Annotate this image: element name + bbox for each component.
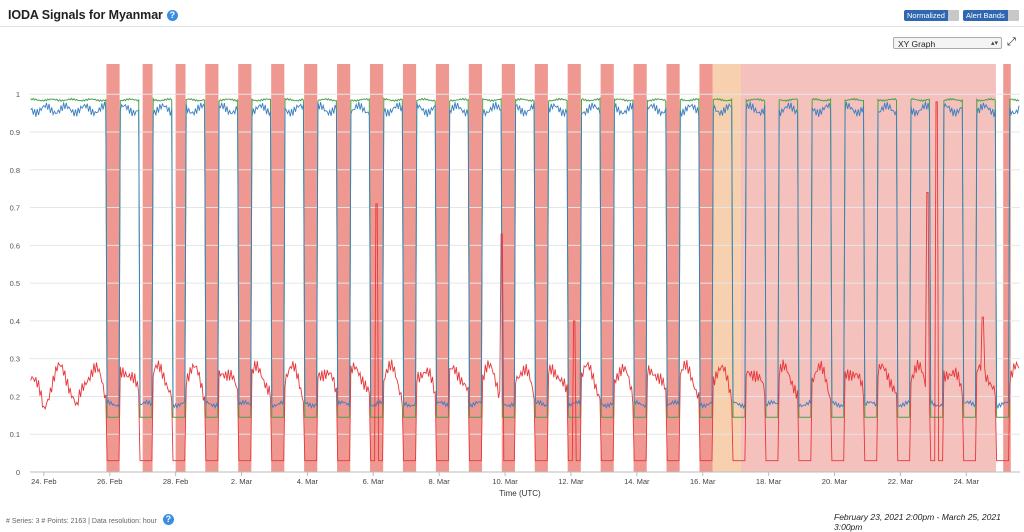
fullscreen-icon[interactable]: ⤢ [1007, 36, 1016, 48]
alert-band-0 [106, 64, 120, 472]
y-tick-label-9: 0.9 [10, 128, 20, 137]
x-tick-label-3: 2. Mar [231, 477, 253, 486]
series-line-darknet [30, 101, 1020, 462]
x-tick-label-1: 26. Feb [97, 477, 122, 486]
y-axis-labels: 0 0.1 0.2 0.3 0.4 0.5 0.6 0.7 0.8 0.9 1 [10, 90, 20, 477]
alert-band-15 [600, 64, 614, 472]
alert-band-3 [205, 64, 219, 472]
alert-band-12 [501, 64, 515, 472]
y-tick-label-8: 0.8 [10, 166, 20, 175]
alert-band-10 [435, 64, 450, 472]
chart-area: 0 0.1 0.2 0.3 0.4 0.5 0.6 0.7 0.8 0.9 1 24. Feb 26.… [10, 64, 1020, 498]
points-count: # Points: 2163 [41, 518, 87, 525]
alert-band-20 [1003, 64, 1011, 472]
x-tick-label-6: 8. Mar [429, 477, 451, 486]
x-tick-label-5: 6. Mar [363, 477, 385, 486]
help-icon[interactable]: ? [166, 10, 178, 21]
grid-lines [30, 93, 1020, 473]
x-tick-label-13: 22. Mar [888, 477, 914, 486]
series-line-bgp [30, 97, 1020, 418]
alert-band-13 [534, 64, 548, 472]
x-tick-label-8: 12. Mar [558, 477, 584, 486]
y-tick-label-4: 0.4 [10, 317, 20, 326]
select-arrows-icon: ▴▾ [990, 40, 998, 47]
normalized-toggle[interactable]: Normalized [904, 10, 959, 21]
y-tick-label-5: 0.5 [10, 279, 20, 288]
alert-band-7 [337, 64, 351, 472]
x-tick-label-2: 28. Feb [163, 477, 188, 486]
y-tick-label-0: 0 [16, 468, 20, 477]
series-count: # Series: 3 [6, 518, 40, 525]
alert-band-18 [699, 64, 713, 472]
alert-band-17 [666, 64, 680, 472]
x-axis-title: Time (UTC) [499, 489, 541, 498]
alert-band-1 [142, 64, 153, 472]
x-tick-label-7: 10. Mar [492, 477, 518, 486]
x-tick-label-4: 4. Mar [297, 477, 319, 486]
x-tick-label-10: 16. Mar [690, 477, 716, 486]
x-tick-label-9: 14. Mar [624, 477, 650, 486]
time-range: February 23, 2021 2:00pm - March 25, 202… [834, 512, 1001, 532]
header-bar: IODA Signals for Myanmar? Normalized Ale… [0, 0, 1024, 27]
graph-type-value: XY Graph [898, 39, 936, 49]
alert-band-orange-0 [712, 64, 741, 472]
y-tick-label-2: 0.2 [10, 392, 20, 401]
y-tick-label-7: 0.7 [10, 204, 20, 213]
x-axis-labels: 24. Feb 26. Feb 28. Feb 2. Mar 4. Mar 6. Mar 8… [31, 472, 980, 486]
alert-bands-toggle[interactable]: Alert Bands [963, 10, 1019, 21]
series-lines [30, 97, 1020, 462]
alert-band-14 [567, 64, 581, 472]
alert-band-5 [271, 64, 285, 472]
x-tick-label-12: 20. Mar [822, 477, 848, 486]
y-tick-label-10: 1 [16, 90, 20, 99]
alert-band-6 [304, 64, 318, 472]
series-line-active-probing [30, 101, 1020, 410]
alert-band-9 [402, 64, 417, 472]
footer-stats: # Series: 3 # Points: 2163 | Data resolu… [6, 514, 174, 525]
alert-band-2 [175, 64, 186, 472]
y-tick-label-6: 0.6 [10, 241, 20, 250]
alert-band-16 [633, 64, 647, 472]
alert-band-4 [238, 64, 252, 472]
x-tick-label-11: 18. Mar [756, 477, 782, 486]
x-tick-label-14: 24. Mar [954, 477, 980, 486]
graph-type-select[interactable]: XY Graph ▴▾ [893, 37, 1002, 49]
data-resolution: | Data resolution: hour [88, 518, 157, 525]
alert-bands [106, 64, 1011, 472]
alert-band-11 [468, 64, 483, 472]
page-title: IODA Signals for Myanmar? [8, 8, 178, 22]
y-tick-label-3: 0.3 [10, 355, 20, 364]
alert-band-8 [369, 64, 384, 472]
x-tick-label-0: 24. Feb [31, 477, 56, 486]
y-tick-label-1: 0.1 [10, 430, 20, 439]
resolution-help-icon[interactable]: ? [162, 514, 174, 525]
